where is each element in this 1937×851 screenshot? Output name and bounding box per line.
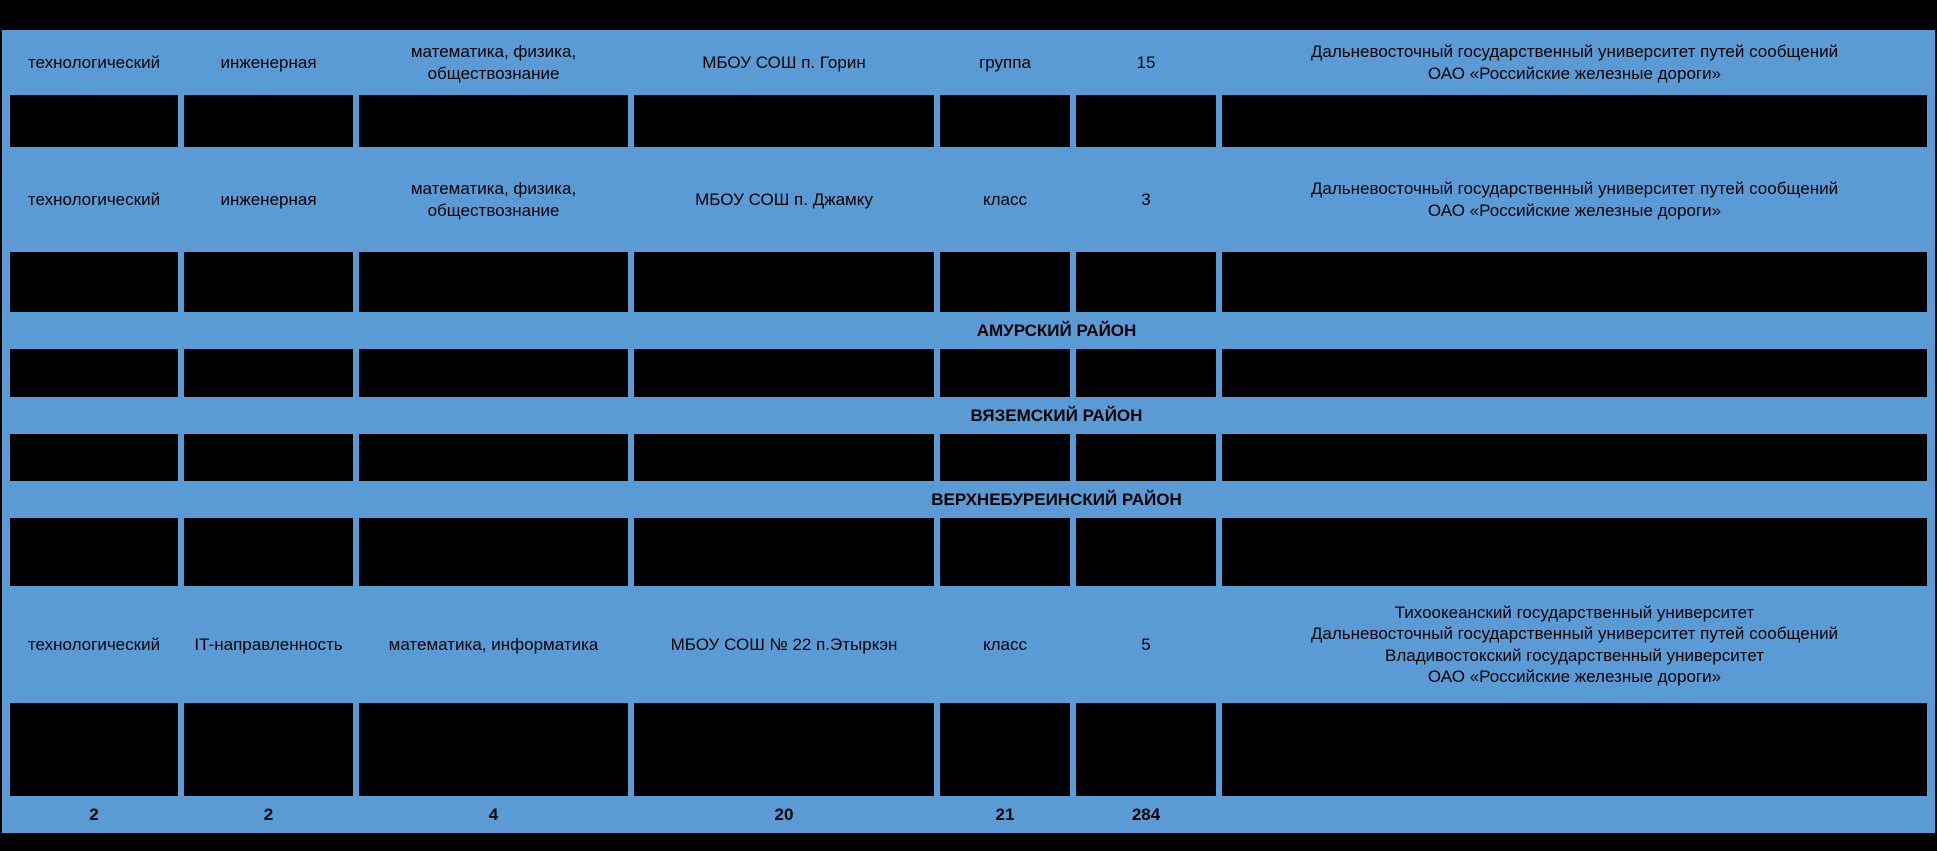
cell-student-count: 3 (1141, 189, 1151, 209)
cell-group-type: класс (982, 634, 1027, 654)
cell-subjects: математика, физика, обществознание (410, 42, 577, 83)
redacted-cell (1076, 252, 1216, 312)
cell-profile: технологический (27, 634, 161, 654)
cell-school: МБОУ СОШ № 22 п.Этыркэн (670, 634, 898, 654)
cell-partners: Тихоокеанский государственный университе… (1310, 603, 1839, 686)
redacted-cell (634, 703, 934, 796)
redacted-cell (634, 95, 934, 147)
redacted-cell (184, 349, 353, 397)
cell-profile: технологический (27, 52, 161, 72)
redacted-cell (1222, 252, 1927, 312)
cell-total-subjects: 4 (488, 804, 499, 824)
redacted-footer-bar (2, 833, 1935, 851)
redacted-cell (184, 518, 353, 586)
redacted-cell (359, 518, 628, 586)
section-header-verkhnebureinsky: ВЕРХНЕБУРЕИНСКИЙ РАЙОН (931, 489, 1182, 509)
redacted-row (2, 349, 1935, 397)
redacted-cell (940, 434, 1070, 481)
redacted-cell (634, 349, 934, 397)
cell-direction: инженерная (220, 52, 317, 72)
cell-total-classes: 21 (995, 804, 1015, 824)
redacted-cell (359, 703, 628, 796)
redacted-cell (10, 518, 178, 586)
redacted-cell (184, 703, 353, 796)
table-row-etyrken: технологический IT-направленность матема… (2, 586, 1935, 703)
redacted-row (2, 518, 1935, 586)
redacted-cell (184, 434, 353, 481)
redacted-cell (940, 95, 1070, 147)
cell-student-count: 5 (1141, 634, 1151, 654)
section-header-amursky: АМУРСКИЙ РАЙОН (976, 320, 1137, 340)
redacted-header-bar (2, 0, 1935, 30)
redacted-cell (1222, 518, 1927, 586)
redacted-cell (1076, 349, 1216, 397)
redacted-cell (940, 252, 1070, 312)
redacted-cell (1076, 518, 1216, 586)
redacted-cell (634, 252, 934, 312)
redacted-cell (10, 434, 178, 481)
redacted-cell (940, 349, 1070, 397)
redacted-cell (10, 252, 178, 312)
redacted-cell (10, 703, 178, 796)
section-header-vyazemsky: ВЯЗЕМСКИЙ РАЙОН (970, 405, 1143, 425)
redacted-cell (1222, 703, 1927, 796)
redacted-cell (184, 95, 353, 147)
redacted-cell (1076, 703, 1216, 796)
cell-total-students: 284 (1131, 804, 1161, 824)
redacted-cell (359, 349, 628, 397)
section-row-verkhnebureinsky: ВЕРХНЕБУРЕИНСКИЙ РАЙОН (2, 481, 1935, 518)
redacted-cell (940, 703, 1070, 796)
redacted-row (2, 703, 1935, 796)
cell-school: МБОУ СОШ п. Горин (702, 52, 866, 72)
cell-subjects: математика, физика, обществознание (410, 179, 577, 220)
redacted-row (2, 434, 1935, 481)
section-row-amursky: АМУРСКИЙ РАЙОН (2, 312, 1935, 349)
redacted-cell (10, 349, 178, 397)
cell-partners: Дальневосточный государственный универси… (1310, 42, 1839, 83)
redacted-cell (359, 434, 628, 481)
redacted-cell (184, 252, 353, 312)
redacted-row (2, 252, 1935, 312)
redacted-cell (1076, 434, 1216, 481)
table-row-gorin: технологический инженерная математика, ф… (2, 30, 1935, 95)
cell-total-directions: 2 (263, 804, 274, 824)
redacted-cell (10, 95, 178, 147)
table-row-dzhamku: технологический инженерная математика, ф… (2, 147, 1935, 252)
cell-student-count: 15 (1136, 52, 1156, 72)
cell-group-type: группа (979, 52, 1031, 72)
redacted-cell (940, 518, 1070, 586)
redacted-cell (1222, 434, 1927, 481)
cell-direction: IT-направленность (194, 634, 343, 654)
redacted-row (2, 95, 1935, 147)
redacted-cell (634, 434, 934, 481)
redacted-cell (359, 95, 628, 147)
redacted-cell (634, 518, 934, 586)
cell-direction: инженерная (220, 189, 317, 209)
cell-partners: Дальневосточный государственный универси… (1310, 179, 1839, 220)
redacted-cell (1222, 95, 1927, 147)
redacted-cell (1222, 349, 1927, 397)
cell-profile: технологический (27, 189, 161, 209)
section-row-vyazemsky: ВЯЗЕМСКИЙ РАЙОН (2, 397, 1935, 434)
cell-total-partners (1222, 796, 1927, 833)
cell-total-profiles: 2 (89, 804, 99, 824)
table-row-totals: 2 2 4 20 21 284 (2, 796, 1935, 833)
redacted-cell (1076, 95, 1216, 147)
cell-group-type: класс (982, 189, 1027, 209)
cell-total-schools: 20 (774, 804, 794, 824)
cell-school: МБОУ СОШ п. Джамку (695, 189, 873, 209)
redacted-cell (359, 252, 628, 312)
cell-subjects: математика, информатика (388, 634, 599, 654)
